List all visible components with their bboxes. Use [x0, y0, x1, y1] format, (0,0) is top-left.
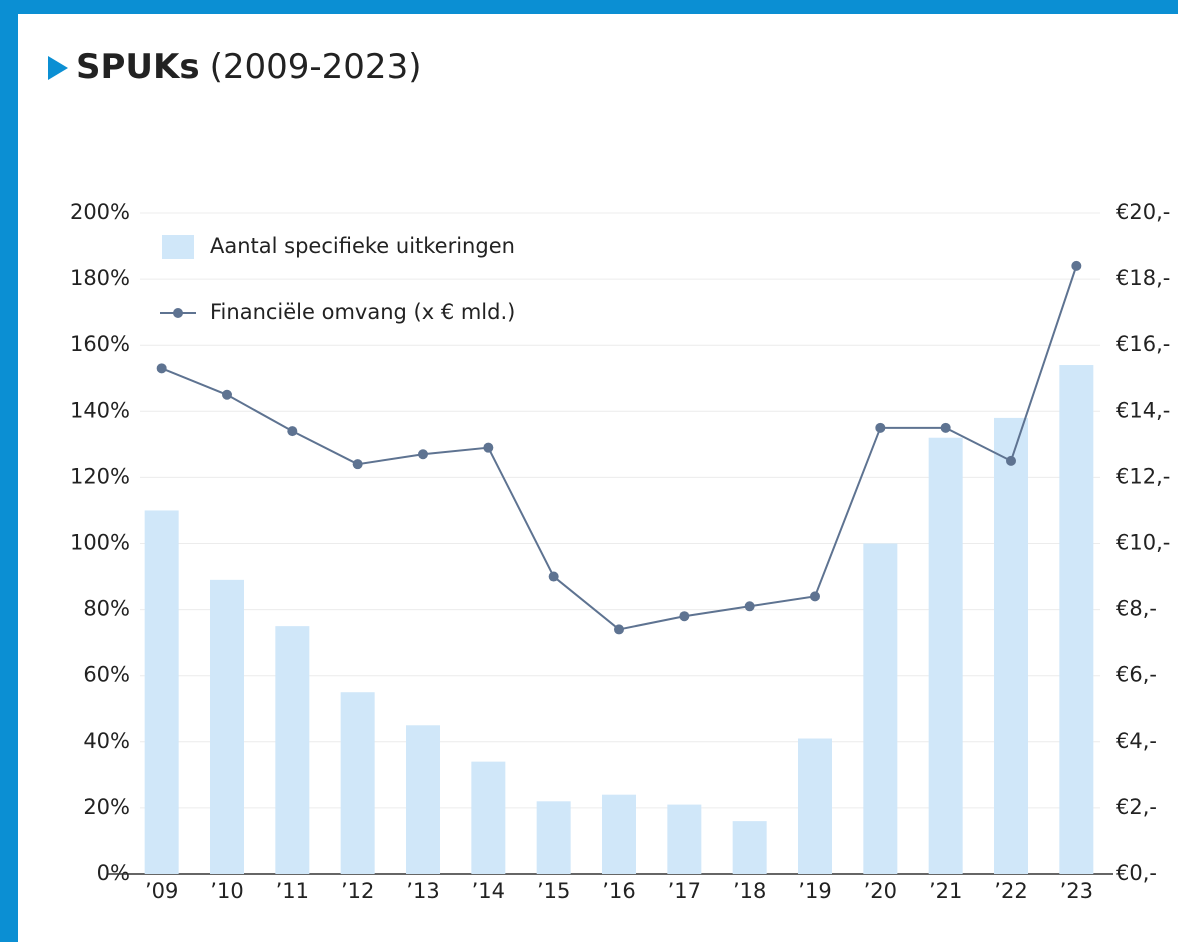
line-point: [875, 422, 886, 433]
x-tick-label: ’15: [537, 879, 570, 903]
line-point: [679, 611, 690, 622]
line-point: [418, 449, 428, 460]
x-tick-label: ’10: [210, 879, 243, 903]
y2-tick-label: €8,-: [1116, 597, 1157, 621]
x-tick-label: ’22: [994, 879, 1027, 903]
line-point: [744, 601, 755, 612]
line-point: [352, 459, 363, 470]
y-tick-label: 80%: [83, 597, 130, 621]
bar: [275, 626, 310, 874]
x-tick-label: ’17: [668, 879, 701, 903]
line-point: [810, 591, 820, 602]
line-point: [1071, 260, 1082, 271]
y-tick-label: 0%: [97, 861, 130, 885]
bar: [928, 437, 963, 874]
line-point: [548, 571, 559, 582]
y-tick-label: 120%: [70, 464, 130, 488]
x-tick-label: ’20: [864, 879, 897, 903]
y-tick-label: 180%: [70, 266, 130, 290]
line-point: [614, 624, 624, 635]
chart-title: SPUKs (2009-2023): [76, 47, 421, 87]
y2-tick-label: €10,-: [1116, 531, 1170, 555]
y2-tick-label: €6,-: [1116, 663, 1157, 687]
bar: [994, 417, 1028, 874]
bar: [667, 804, 702, 874]
x-tick-label: ’18: [733, 879, 766, 903]
y-tick-label: 160%: [70, 332, 130, 356]
x-tick-label: ’16: [602, 879, 635, 903]
x-tick-label: ’13: [406, 879, 439, 903]
x-tick-label: ’09: [145, 879, 178, 903]
subtitle: (2009-2023): [210, 47, 422, 87]
y2-tick-label: €16,-: [1116, 332, 1170, 356]
legend-label: Aantal specifieke uitkeringen: [210, 234, 515, 258]
legend-swatch: [162, 235, 194, 259]
x-tick-label: ’21: [929, 879, 962, 903]
bar: [1059, 365, 1094, 874]
y2-tick-label: €12,-: [1116, 464, 1170, 488]
x-tick-label: ’23: [1060, 879, 1093, 903]
y2-tick-label: €20,-: [1116, 200, 1170, 224]
x-tick-label: ’12: [341, 879, 374, 903]
line-point: [287, 426, 298, 437]
legend-dot: [173, 308, 183, 318]
bar: [210, 579, 244, 874]
y-tick-label: 40%: [83, 729, 130, 753]
y-tick-label: 20%: [83, 795, 130, 819]
y2-tick-label: €2,-: [1116, 795, 1157, 819]
bar: [340, 692, 375, 874]
y2-tick-label: €0,-: [1116, 861, 1157, 885]
x-tick-label: ’14: [472, 879, 505, 903]
bar: [536, 801, 571, 874]
x-tick-label: ’11: [276, 879, 309, 903]
y2-tick-label: €14,-: [1116, 398, 1170, 422]
bar: [471, 761, 506, 874]
bar: [144, 510, 179, 874]
y2-tick-label: €18,-: [1116, 266, 1170, 290]
line-point: [940, 422, 951, 433]
bar: [863, 543, 898, 874]
y2-tick-label: €4,-: [1116, 729, 1157, 753]
line-point: [156, 363, 167, 374]
legend-label: Financiële omvang (x € mld.): [210, 300, 515, 324]
bar: [602, 794, 636, 874]
line-point: [1006, 455, 1016, 466]
y-tick-label: 140%: [70, 398, 130, 422]
y-tick-label: 200%: [70, 200, 130, 224]
y-tick-label: 60%: [83, 663, 130, 687]
bar: [798, 738, 832, 874]
title: SPUKs: [76, 47, 200, 87]
y-tick-label: 100%: [70, 531, 130, 555]
bar: [406, 725, 440, 874]
bar: [732, 821, 767, 874]
line-point: [483, 442, 494, 453]
title-marker: [48, 56, 68, 80]
line-point: [222, 389, 232, 400]
x-tick-label: ’19: [798, 879, 831, 903]
